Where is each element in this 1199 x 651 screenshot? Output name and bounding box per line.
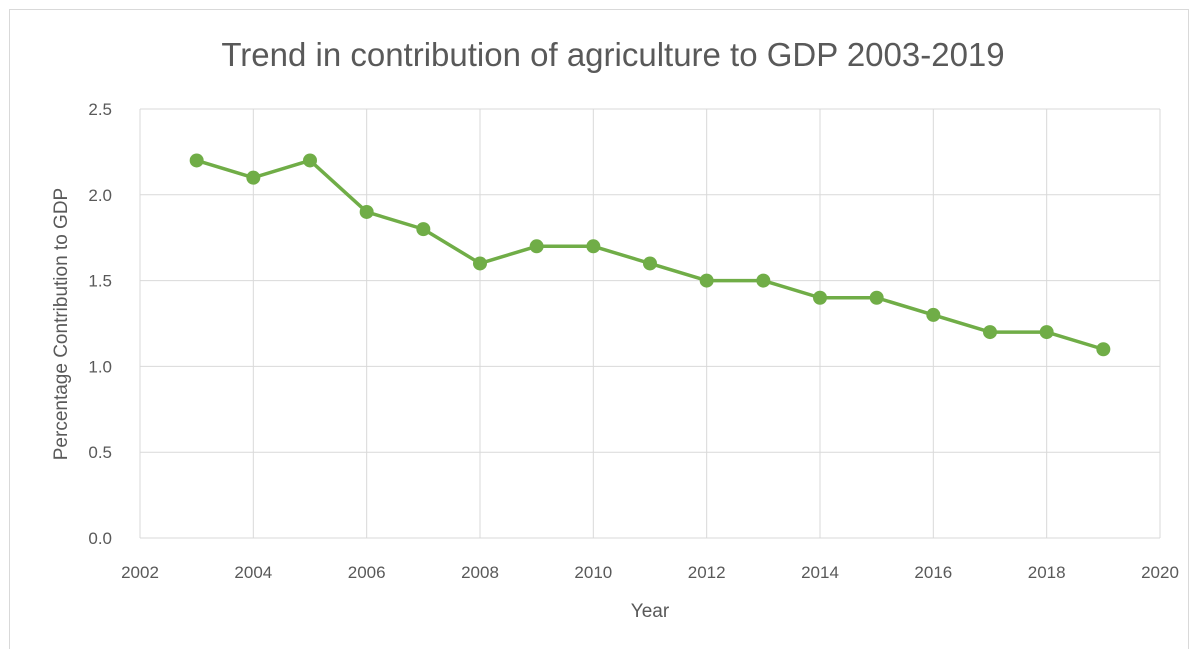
x-tick-label: 2002 xyxy=(121,563,159,582)
data-point-marker xyxy=(1096,342,1111,357)
y-tick-label: 1.5 xyxy=(88,272,112,291)
data-point-marker xyxy=(586,239,601,254)
data-point-marker xyxy=(529,239,544,254)
data-point-marker xyxy=(699,273,714,288)
data-point-marker xyxy=(473,256,487,271)
data-point-marker xyxy=(983,325,997,340)
y-tick-label: 0.5 xyxy=(88,443,112,462)
x-tick-label: 2014 xyxy=(801,563,839,582)
x-tick-label: 2012 xyxy=(688,563,726,582)
data-point-marker xyxy=(189,153,204,168)
y-axis-title: Percentage Contribution to GDP xyxy=(51,188,72,461)
series-line xyxy=(194,158,1106,351)
data-point-marker xyxy=(303,153,317,168)
y-tick-label: 0.0 xyxy=(88,529,112,548)
tick-labels: 0.0 0.5 1.0 1.5 2.0 2.5 2002 2004 2006 2008 2010 20… xyxy=(88,100,1179,582)
x-tick-label: 2010 xyxy=(574,563,612,582)
x-axis-title: Year xyxy=(631,601,670,622)
y-tick-label: 2.0 xyxy=(88,186,112,205)
y-tick-label: 2.5 xyxy=(88,100,112,119)
chart-title: Trend in contribution of agriculture to … xyxy=(221,36,1004,73)
x-tick-label: 2006 xyxy=(348,563,386,582)
data-point-marker xyxy=(756,273,771,288)
grid-lines xyxy=(140,108,1161,538)
x-tick-label: 2018 xyxy=(1028,563,1066,582)
data-point-marker xyxy=(643,256,657,271)
x-tick-label: 2004 xyxy=(234,563,272,582)
data-point-marker xyxy=(813,290,827,305)
data-point-marker xyxy=(416,222,431,237)
data-point-marker xyxy=(1039,325,1054,340)
x-tick-label: 2020 xyxy=(1141,563,1179,582)
x-tick-label: 2016 xyxy=(914,563,952,582)
axes xyxy=(139,109,1160,539)
data-point-marker xyxy=(246,170,261,185)
y-tick-label: 1.0 xyxy=(88,357,112,376)
data-point-marker xyxy=(926,307,941,322)
data-point-marker xyxy=(359,204,374,219)
data-series xyxy=(189,153,1111,357)
x-tick-label: 2008 xyxy=(461,563,499,582)
data-point-marker xyxy=(869,290,884,305)
